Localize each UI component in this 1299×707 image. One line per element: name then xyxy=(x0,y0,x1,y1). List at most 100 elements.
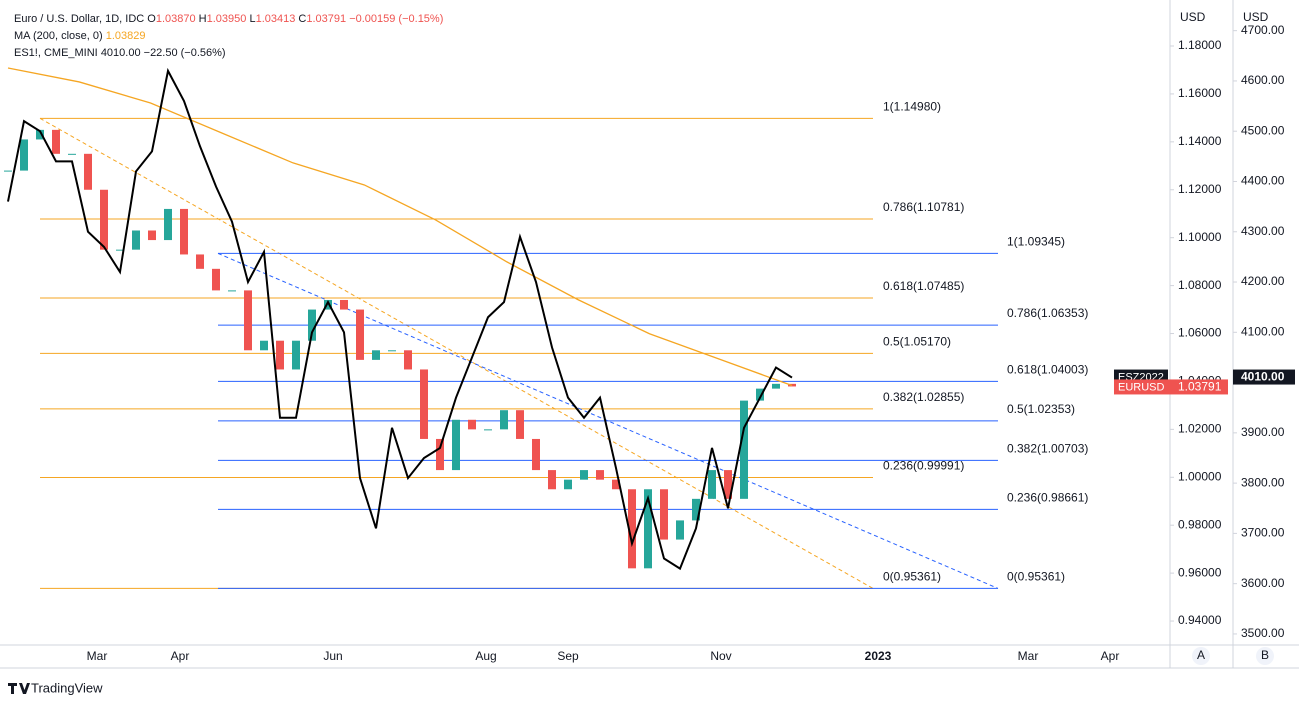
symbol: Euro / U.S. Dollar, 1D, IDC O1.03870 H1.… xyxy=(14,13,443,25)
y-tick-label: 1.12000 xyxy=(1178,182,1222,196)
y-tick-label: 1.14000 xyxy=(1178,134,1222,148)
y-tick-label: 1.08000 xyxy=(1178,278,1222,292)
y-tick-label: 1.10000 xyxy=(1178,230,1222,244)
candle xyxy=(436,438,444,471)
es-label: ES1!, CME_MINI xyxy=(14,47,98,59)
c-label: C xyxy=(298,13,306,25)
x-tick-label: Jun xyxy=(323,649,342,663)
x-tick-label: Aug xyxy=(475,649,496,663)
tag-bg xyxy=(1114,379,1170,395)
fib-label: 1(1.14980) xyxy=(883,100,941,114)
candle xyxy=(372,350,380,360)
fib-label: 0.5(1.02353) xyxy=(1007,402,1075,416)
candle xyxy=(36,129,44,140)
candle xyxy=(196,254,204,269)
y2-tick-label: 4700.00 xyxy=(1241,23,1285,37)
fib-label: 0.618(1.04003) xyxy=(1007,363,1088,377)
logo: TradingView xyxy=(31,680,103,695)
candle xyxy=(324,299,332,310)
y2-tick-label: 3800.00 xyxy=(1241,475,1285,489)
fib-label: 0.5(1.05170) xyxy=(883,335,951,349)
candle xyxy=(116,249,124,251)
y-tick-label: 1.18000 xyxy=(1178,38,1222,52)
x-tick-label: Apr xyxy=(1101,649,1120,663)
scale-button[interactable]: A xyxy=(1197,648,1205,662)
fib-label: 0.382(1.00703) xyxy=(1007,442,1088,456)
fib-label: 0.786(1.10781) xyxy=(883,200,964,214)
scale-button-bg[interactable] xyxy=(1192,647,1210,665)
candle xyxy=(260,340,268,351)
x-tick-label: Apr xyxy=(171,649,190,663)
fib-label: 1(1.09345) xyxy=(1007,235,1065,249)
candle xyxy=(516,410,524,439)
y2-tick-label: 4200.00 xyxy=(1241,274,1285,288)
candle xyxy=(84,153,92,190)
candle xyxy=(164,208,172,241)
logo-icon xyxy=(8,683,30,694)
candle xyxy=(468,419,476,430)
candle xyxy=(724,470,732,499)
candle xyxy=(708,470,716,499)
y-tick-label: 0.98000 xyxy=(1178,517,1222,531)
candle xyxy=(548,470,556,490)
y-tick-label: 1.06000 xyxy=(1178,326,1222,340)
change: −0.00159 (−0.15%) xyxy=(349,13,443,25)
candle xyxy=(676,520,684,540)
candle xyxy=(420,369,428,439)
candle xyxy=(68,153,76,155)
candle xyxy=(692,498,700,521)
scale-button-bg[interactable] xyxy=(1256,647,1274,665)
axis-unit: USD xyxy=(1243,10,1269,24)
x-tick-label: Mar xyxy=(87,649,108,663)
candle xyxy=(52,129,60,154)
eur-price: 1.03791 xyxy=(1178,380,1222,394)
l-label: L xyxy=(249,13,255,25)
eur-tag: EURUSD xyxy=(1118,381,1165,393)
fib-trend xyxy=(39,117,874,589)
y2-tick-label: 4500.00 xyxy=(1241,123,1285,137)
candle xyxy=(660,489,668,540)
l-value: 1.03413 xyxy=(256,13,296,25)
legend-bg xyxy=(0,6,500,61)
price-bg xyxy=(1233,369,1295,385)
o-value: 1.03870 xyxy=(156,13,196,25)
x-tick-label: Sep xyxy=(557,649,579,663)
candle xyxy=(148,230,156,241)
fib-label: 0(0.95361) xyxy=(883,570,941,584)
series-line xyxy=(7,67,793,387)
y2-tick-label: 4100.00 xyxy=(1241,324,1285,338)
candle xyxy=(100,189,108,250)
ma-legend: MA (200, close, 0) 1.03829 xyxy=(14,30,145,42)
fib-label: 0.236(0.99991) xyxy=(883,459,964,473)
candle xyxy=(404,350,412,370)
candle xyxy=(756,388,764,401)
candle xyxy=(612,479,620,490)
candle xyxy=(772,383,780,389)
candle xyxy=(180,208,188,255)
y2-tick-label: 3600.00 xyxy=(1241,576,1285,590)
y-tick-label: 1.16000 xyxy=(1178,86,1222,100)
candle xyxy=(340,299,348,310)
fib-label: 0.786(1.06353) xyxy=(1007,306,1088,320)
ma-value: 1.03829 xyxy=(106,30,146,42)
candle xyxy=(452,419,460,471)
candle xyxy=(500,410,508,430)
candle xyxy=(564,479,572,490)
candle xyxy=(644,489,652,569)
y2-tick-label: 4600.00 xyxy=(1241,73,1285,87)
candle xyxy=(212,268,220,291)
candle xyxy=(580,470,588,480)
ma-label: MA (200, close, 0) xyxy=(14,30,103,42)
candle xyxy=(740,400,748,499)
candle xyxy=(628,489,636,569)
x-tick-label: 2023 xyxy=(865,649,892,663)
es-value: 4010.00 xyxy=(101,47,141,59)
candle xyxy=(4,170,12,172)
scale-button[interactable]: B xyxy=(1261,648,1269,662)
candle xyxy=(308,309,316,341)
x-tick-label: Nov xyxy=(710,649,731,663)
y-tick-label: 1.02000 xyxy=(1178,422,1222,436)
h-label: H xyxy=(199,13,207,25)
fib-label: 0.236(0.98661) xyxy=(1007,491,1088,505)
